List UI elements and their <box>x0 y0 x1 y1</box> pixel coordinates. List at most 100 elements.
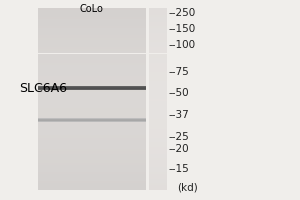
Bar <box>148 26 166 28</box>
Bar <box>38 97 146 99</box>
Bar <box>38 22 146 24</box>
Bar <box>38 185 146 188</box>
Bar <box>148 85 166 88</box>
Bar <box>38 92 146 94</box>
Text: SLC6A6: SLC6A6 <box>20 82 68 95</box>
Bar <box>148 156 166 158</box>
Bar <box>148 140 166 142</box>
Bar <box>148 10 166 13</box>
Bar <box>148 33 166 35</box>
Bar <box>38 142 146 144</box>
Bar <box>38 65 146 67</box>
Bar <box>38 15 146 17</box>
Bar <box>38 176 146 179</box>
Text: --100: --100 <box>168 40 195 50</box>
Bar <box>38 53 146 56</box>
Bar <box>148 8 166 10</box>
Bar <box>38 165 146 167</box>
Bar <box>148 79 166 81</box>
Bar <box>148 69 166 72</box>
Bar <box>38 138 146 140</box>
Bar <box>38 90 146 92</box>
Bar <box>148 99 166 101</box>
Text: --250: --250 <box>168 8 195 18</box>
Bar <box>38 33 146 35</box>
Bar <box>38 104 146 106</box>
Text: --37: --37 <box>168 110 189 120</box>
Bar <box>148 126 166 129</box>
Bar <box>38 99 146 101</box>
Bar <box>148 53 166 56</box>
Bar <box>148 179 166 181</box>
Bar <box>38 163 146 165</box>
Bar <box>148 83 166 85</box>
Bar <box>148 119 166 122</box>
Text: (kd): (kd) <box>177 182 198 192</box>
Bar <box>148 167 166 170</box>
Bar <box>148 65 166 67</box>
Bar <box>38 167 146 170</box>
Bar <box>38 88 146 89</box>
Bar <box>38 122 146 124</box>
Bar <box>148 31 166 33</box>
Bar <box>38 74 146 76</box>
Bar <box>148 17 166 19</box>
Bar <box>148 56 166 58</box>
Bar <box>148 129 166 131</box>
Bar <box>148 101 166 104</box>
Bar <box>38 58 146 60</box>
Bar <box>38 31 146 33</box>
Bar <box>38 40 146 42</box>
Bar <box>38 60 146 63</box>
Bar <box>148 76 166 79</box>
Bar <box>148 110 166 113</box>
Bar <box>38 56 146 58</box>
Bar <box>148 28 166 31</box>
Bar <box>148 42 166 44</box>
Bar <box>148 44 166 47</box>
Bar <box>148 188 166 190</box>
Bar <box>148 133 166 135</box>
Bar <box>148 183 166 185</box>
Bar <box>148 51 166 53</box>
Bar <box>38 88 146 90</box>
Bar <box>148 35 166 38</box>
Bar <box>148 47 166 49</box>
Bar <box>38 108 146 110</box>
Bar <box>38 144 146 147</box>
Bar <box>148 113 166 115</box>
Bar <box>38 86 146 87</box>
Bar <box>38 72 146 74</box>
Bar <box>148 72 166 74</box>
Bar <box>38 17 146 19</box>
Bar <box>38 151 146 154</box>
Bar <box>148 124 166 126</box>
Bar <box>38 8 146 10</box>
Bar <box>38 69 146 72</box>
Text: --50: --50 <box>168 88 189 98</box>
Bar <box>38 170 146 172</box>
Bar <box>148 115 166 117</box>
Bar <box>38 51 146 53</box>
Text: --75: --75 <box>168 67 189 77</box>
Bar <box>148 149 166 151</box>
Bar <box>38 85 146 88</box>
Bar <box>38 124 146 126</box>
Bar <box>148 22 166 24</box>
Bar <box>148 92 166 94</box>
Bar <box>148 24 166 26</box>
Bar <box>38 44 146 47</box>
Bar <box>38 188 146 190</box>
Bar <box>38 42 146 44</box>
Bar <box>38 26 146 28</box>
Bar <box>148 174 166 176</box>
Bar <box>38 135 146 138</box>
Bar <box>148 97 166 99</box>
Bar <box>38 174 146 176</box>
Bar <box>148 165 166 167</box>
Bar <box>148 104 166 106</box>
Bar <box>38 117 146 119</box>
Bar <box>38 28 146 31</box>
Bar <box>148 74 166 76</box>
Bar <box>148 67 166 69</box>
